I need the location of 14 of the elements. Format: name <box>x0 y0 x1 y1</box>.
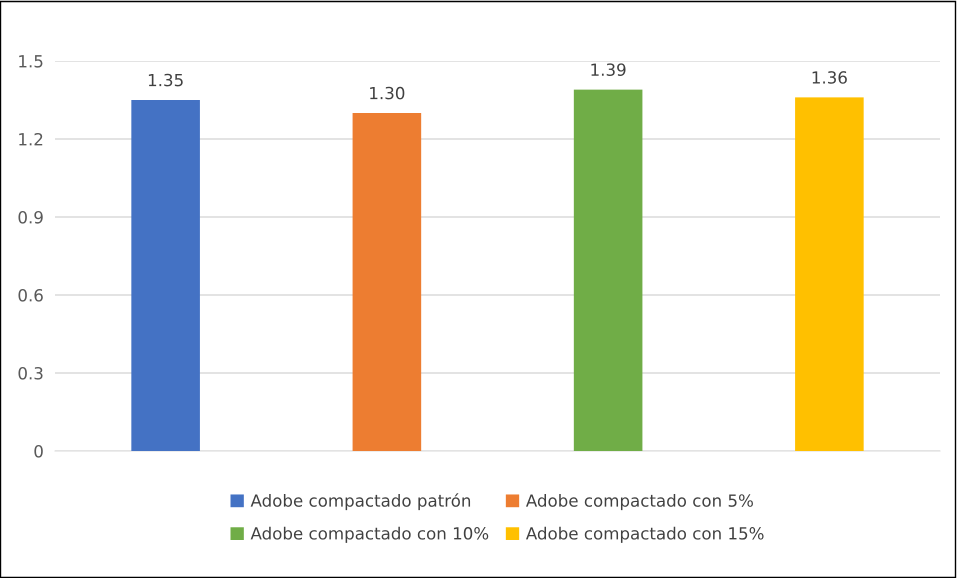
y-tick-label: 0.6 <box>18 288 43 302</box>
y-tick-label: 1.2 <box>19 132 42 146</box>
y-tick-label: 0 <box>34 444 43 458</box>
legend-label: Adobe compactado con 15% <box>526 526 764 543</box>
legend-label: Adobe compactado con 10% <box>250 526 488 543</box>
legend-label: Adobe compactado con 5% <box>526 494 753 510</box>
text: 1.35 <box>148 74 183 86</box>
y-tick-label: 0.9 <box>18 210 43 224</box>
y-tick-label: 1.5 <box>19 55 42 68</box>
legend-label: Adobe compactado patrón <box>250 493 470 510</box>
text: 1.36 <box>812 71 847 84</box>
text: 1.39 <box>591 63 626 76</box>
text: 1.30 <box>370 86 404 100</box>
y-tick-label: 0.3 <box>18 366 43 380</box>
